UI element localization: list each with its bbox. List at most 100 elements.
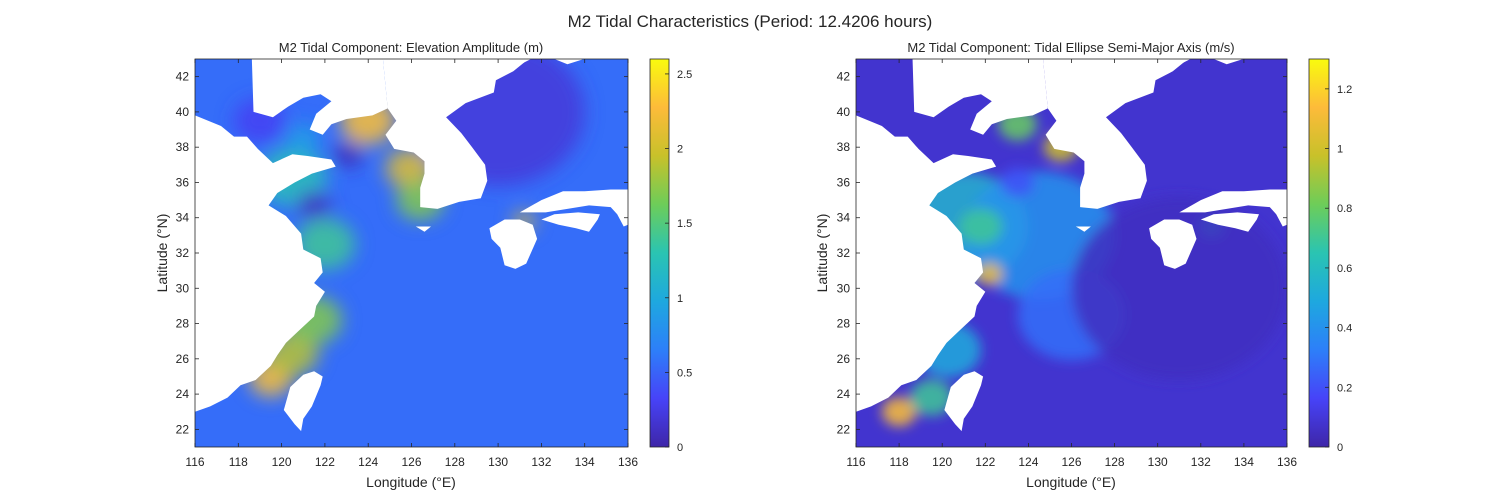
field-patch <box>1000 167 1035 198</box>
y-tick-label: 32 <box>176 246 190 260</box>
x-tick-label: 116 <box>185 455 204 469</box>
x-tick-label: 118 <box>229 455 248 469</box>
land-mask <box>1075 226 1091 232</box>
x-tick-label: 136 <box>618 455 638 469</box>
x-tick-label: 122 <box>315 455 335 469</box>
colorbar: 0 0.2 0.4 0.6 0.8 1 1.2 <box>1308 58 1352 454</box>
colorbar: 0 0.5 1 1.5 2 2.5 <box>649 58 692 454</box>
colorbar-gradient <box>1308 58 1330 448</box>
land-mask <box>912 59 1048 135</box>
x-tick-label: 120 <box>932 455 952 469</box>
y-tick-label: 34 <box>176 211 190 225</box>
heatmap-area <box>195 59 628 447</box>
colorbar-tick-label: 1.5 <box>677 218 692 230</box>
y-axis-label: Latitude (°N) <box>814 214 830 293</box>
y-tick-label: 24 <box>176 387 190 401</box>
land-mask <box>283 371 323 432</box>
x-axis-label: Longitude (°E) <box>1026 474 1116 490</box>
x-tick-label: 132 <box>531 455 551 469</box>
y-tick-label: 26 <box>176 352 190 366</box>
x-tick-label: 122 <box>975 455 995 469</box>
land-mask <box>415 226 431 232</box>
x-tick-label: 126 <box>401 455 421 469</box>
field-patch <box>333 141 364 168</box>
x-tick-label: 130 <box>1148 455 1168 469</box>
field-patch <box>909 379 953 416</box>
y-tick-label: 40 <box>176 105 190 119</box>
colorbar-tick-label: 0 <box>677 442 683 454</box>
x-tick-label: 118 <box>890 455 909 469</box>
heatmap-area <box>856 59 1287 447</box>
y-axis-label: Latitude (°N) <box>154 214 170 293</box>
y-tick-label: 24 <box>837 387 851 401</box>
field-patch <box>296 190 332 221</box>
y-tick-label: 38 <box>176 140 190 154</box>
y-tick-label: 42 <box>176 70 190 84</box>
x-tick-label: 134 <box>1234 455 1254 469</box>
colorbar-tick-label: 2.5 <box>677 69 692 81</box>
field-patch <box>1071 196 1287 380</box>
x-tick-label: 136 <box>1277 455 1297 469</box>
x-tick-label: 132 <box>1191 455 1211 469</box>
field-patch <box>881 397 917 427</box>
y-tick-label: 40 <box>837 105 851 119</box>
colorbar-tick-label: 0.4 <box>1337 323 1352 335</box>
x-tick-label: 128 <box>1105 455 1125 469</box>
land-mask <box>472 59 585 72</box>
land-mask <box>251 59 388 135</box>
y-tick-label: 36 <box>176 175 190 189</box>
y-tick-label: 28 <box>837 317 851 331</box>
land-mask <box>519 189 628 227</box>
y-tick-label: 32 <box>837 246 851 260</box>
land-mask <box>489 219 538 269</box>
y-tick-label: 38 <box>837 140 851 154</box>
land-mask <box>541 212 600 232</box>
x-tick-label: 116 <box>846 455 865 469</box>
panel-title: M2 Tidal Component: Elevation Amplitude … <box>279 40 543 55</box>
x-tick-label: 130 <box>488 455 508 469</box>
y-tick-label: 26 <box>837 352 851 366</box>
colorbar-tick-label: 1.2 <box>1337 84 1352 96</box>
colorbar-tick-label: 0.5 <box>677 367 692 379</box>
colorbar-tick-label: 0.6 <box>1337 263 1352 275</box>
y-tick-label: 36 <box>837 175 851 189</box>
elevation-amplitude-panel: M2 Tidal Component: Elevation Amplitude … <box>154 40 692 490</box>
x-tick-label: 126 <box>1061 455 1081 469</box>
figure-title: M2 Tidal Characteristics (Period: 12.420… <box>568 12 933 31</box>
land-mask <box>382 59 526 209</box>
field-patch <box>976 263 1003 286</box>
y-tick-label: 42 <box>837 70 851 84</box>
land-mask <box>195 59 336 412</box>
colorbar-gradient <box>649 58 670 448</box>
x-tick-label: 124 <box>358 455 378 469</box>
x-tick-label: 134 <box>575 455 595 469</box>
y-tick-label: 22 <box>837 422 851 436</box>
y-tick-label: 30 <box>176 281 190 295</box>
x-axis-label: Longitude (°E) <box>366 474 456 490</box>
y-tick-label: 34 <box>837 211 851 225</box>
field-patch <box>959 208 1003 245</box>
land-mask <box>1043 59 1186 209</box>
land-mask <box>944 371 984 432</box>
field-patch <box>285 123 321 154</box>
colorbar-tick-label: 1 <box>677 293 683 305</box>
colorbar-tick-label: 1 <box>1337 144 1343 156</box>
semi-major-axis-panel: M2 Tidal Component: Tidal Ellipse Semi-M… <box>814 40 1352 490</box>
y-tick-label: 30 <box>837 281 851 295</box>
land-mask <box>1132 59 1244 72</box>
colorbar-tick-label: 0 <box>1337 442 1343 454</box>
land-mask <box>1149 219 1197 269</box>
y-tick-label: 28 <box>176 317 190 331</box>
x-tick-label: 128 <box>445 455 465 469</box>
colorbar-tick-label: 2 <box>677 144 683 156</box>
land-mask <box>1200 212 1259 232</box>
colorbar-tick-label: 0.2 <box>1337 382 1352 394</box>
x-tick-label: 120 <box>272 455 292 469</box>
colorbar-tick-label: 0.8 <box>1337 203 1352 215</box>
y-tick-label: 22 <box>176 422 190 436</box>
land-mask <box>1179 189 1287 227</box>
x-tick-label: 124 <box>1018 455 1038 469</box>
land-mask <box>856 59 997 412</box>
panel-title: M2 Tidal Component: Tidal Ellipse Semi-M… <box>907 40 1234 55</box>
